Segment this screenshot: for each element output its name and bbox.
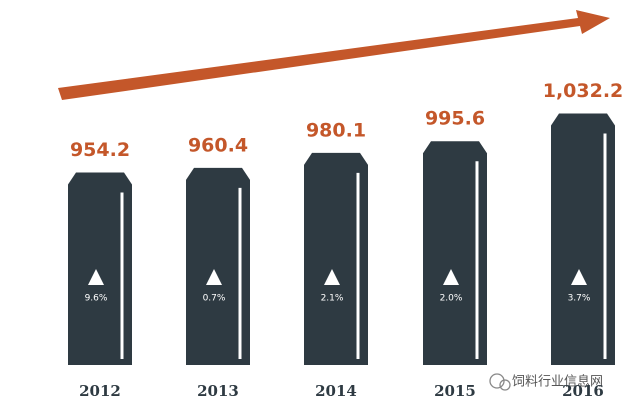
value-label: 980.1 [306, 119, 366, 141]
x-tick-label: 2015 [434, 382, 476, 400]
value-label: 954.2 [70, 139, 130, 161]
bar [551, 113, 615, 365]
x-tick-label: 2014 [315, 382, 357, 400]
value-label: 1,032.2 [543, 80, 624, 102]
growth-arrow [443, 269, 459, 285]
growth-arrow [571, 269, 587, 285]
growth-arrow [88, 269, 104, 285]
bar [186, 167, 250, 365]
value-label: 960.4 [188, 134, 248, 156]
growth-label: 2.0% [440, 294, 463, 304]
x-tick-label: 2012 [79, 382, 121, 400]
growth-arrow [324, 269, 340, 285]
bar [423, 141, 487, 365]
bar [68, 172, 132, 365]
value-label: 995.6 [425, 108, 485, 130]
watermark-icon [489, 373, 511, 391]
growth-arrow [206, 269, 222, 285]
bar [304, 152, 368, 365]
x-tick-label: 2013 [197, 382, 239, 400]
x-tick-label: 2016 [562, 382, 604, 400]
trend-arrow [58, 10, 610, 100]
growth-label: 3.7% [568, 294, 591, 304]
growth-label: 0.7% [203, 294, 226, 304]
growth-label: 9.6% [85, 294, 108, 304]
growth-label: 2.1% [321, 294, 344, 304]
watermark: 饲料行业信息网 [512, 374, 603, 390]
